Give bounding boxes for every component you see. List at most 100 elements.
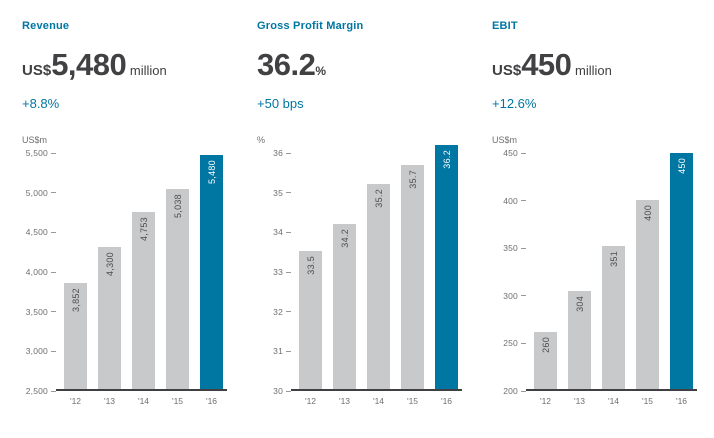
y-tick-label: 30 (273, 386, 283, 396)
bar-value-label: 5,038 (172, 194, 183, 219)
y-tick-label: 400 (503, 195, 518, 206)
x-axis-label: '13 (573, 396, 586, 406)
y-tick-mark (51, 311, 56, 313)
kpi-dashboard: Revenue US$5,480 million +8.8% US$m 5,50… (22, 20, 697, 406)
x-axis-label: '12 (304, 396, 317, 406)
y-tick-mark (521, 342, 526, 344)
y-tick-label: 2,500 (25, 386, 48, 396)
bar-13: 34.2 (333, 223, 356, 389)
bar-14: 35.2 (367, 184, 390, 389)
bar-14: 4,753 (132, 211, 155, 389)
bar-value-label: 304 (574, 295, 585, 312)
chart-title: Revenue (22, 20, 70, 32)
bar-value-label: 36.2 (441, 150, 452, 169)
y-tick-label: 450 (503, 148, 518, 158)
x-axis-label: '15 (406, 396, 419, 406)
y-tick-mark (286, 271, 291, 273)
stat-value: 5,480 (51, 47, 127, 82)
y-tick: 35 (273, 188, 291, 198)
y-tick-mark (286, 390, 291, 392)
bar-value-label: 35.2 (373, 189, 384, 209)
y-tick-label: 34 (273, 227, 283, 238)
y-tick: 350 (503, 243, 526, 253)
headline-stat: US$5,480 million (22, 48, 227, 88)
panel-revenue: Revenue US$5,480 million +8.8% US$m 5,50… (22, 20, 227, 406)
y-tick: 4,500 (26, 227, 56, 237)
bar-value-label: 351 (608, 251, 619, 268)
x-axis-label: '14 (372, 396, 385, 406)
x-axis-label: '15 (171, 396, 184, 406)
y-tick: 3,500 (26, 307, 56, 317)
y-tick-mark (521, 200, 526, 202)
bar-16: 5,480 (200, 154, 223, 389)
x-axis-label: '12 (539, 396, 552, 406)
y-tick-mark (286, 231, 291, 233)
y-tick-label: 250 (503, 338, 518, 349)
y-tick-label: 32 (273, 306, 283, 317)
axis-unit-label: % (257, 135, 266, 145)
delta-label: +12.6% (492, 96, 537, 111)
chart-title: EBIT (492, 20, 518, 32)
y-tick-mark (286, 152, 291, 154)
y-tick: 30 (273, 386, 291, 396)
bar-value-label: 4,753 (138, 216, 149, 241)
y-tick-mark (521, 247, 526, 249)
x-axis-label: '16 (675, 396, 688, 406)
x-axis-label: '12 (69, 396, 82, 406)
bar-16: 450 (670, 153, 693, 389)
stat-prefix: US$ (492, 62, 522, 79)
y-tick-label: 33 (273, 267, 283, 277)
y-tick: 3,000 (26, 346, 56, 356)
y-tick-label: 3,500 (25, 306, 48, 317)
y-axis: 5,500 5,000 4,500 4,000 3,500 3,000 2,500 (22, 148, 56, 396)
y-tick-mark (286, 311, 291, 313)
bar-12: 3,852 (64, 282, 87, 389)
headline-stat: 36.2% (257, 48, 462, 88)
y-tick-mark (51, 192, 56, 194)
x-axis-label: '15 (641, 396, 654, 406)
y-tick-mark (51, 390, 56, 392)
bar-value-label: 400 (642, 205, 653, 222)
bars-area: 3,852 4,300 4,753 5,038 5,480 (56, 153, 227, 391)
bar-value-label: 33.5 (305, 256, 316, 276)
y-tick-mark (521, 295, 526, 297)
x-axis-labels: '12 '13 '14 '15 '16 (22, 396, 227, 406)
y-tick: 36 (273, 148, 291, 158)
x-axis-label: '16 (205, 396, 218, 406)
panel-ebit: EBIT US$450 million +12.6% US$m 450 400 35… (492, 20, 697, 406)
x-axis-label: '16 (440, 396, 453, 406)
y-tick-label: 36 (273, 148, 283, 158)
y-axis: 450 400 350 300 250 200 (492, 148, 526, 396)
bar-12: 33.5 (299, 251, 322, 389)
y-tick-label: 200 (503, 386, 518, 396)
y-tick-mark (51, 152, 56, 154)
x-axis-labels: '12 '13 '14 '15 '16 (257, 396, 462, 406)
x-axis-label: '14 (607, 396, 620, 406)
y-tick-label: 5,000 (25, 187, 48, 198)
y-tick-mark (521, 152, 526, 154)
y-tick: 33 (273, 267, 291, 277)
y-tick-label: 35 (273, 187, 283, 198)
y-tick: 200 (503, 386, 526, 396)
y-axis: 36 35 34 33 32 31 30 (257, 148, 291, 396)
chart-title: Gross Profit Margin (257, 20, 364, 32)
bars-area: 33.5 34.2 35.2 35.7 36.2 (291, 145, 462, 391)
y-tick: 450 (503, 148, 526, 158)
stat-value: 36.2 (257, 47, 316, 82)
stat-suffix: million (126, 63, 167, 78)
y-tick: 31 (273, 346, 291, 356)
bar-value-label: 260 (540, 337, 551, 354)
y-tick: 32 (273, 307, 291, 317)
panel-gross-profit-margin: Gross Profit Margin 36.2% +50 bps % 36 35… (257, 20, 462, 406)
bar-16: 36.2 (435, 145, 458, 389)
bar-13: 304 (568, 290, 591, 389)
bars-area: 260 304 351 400 450 (526, 153, 697, 391)
y-tick: 5,000 (26, 188, 56, 198)
y-tick-mark (286, 192, 291, 194)
bar-12: 260 (534, 332, 557, 389)
bar-14: 351 (602, 246, 625, 389)
bar-value-label: 4,300 (104, 252, 115, 277)
bar-value-label: 3,852 (70, 287, 81, 312)
x-axis-label: '13 (103, 396, 116, 406)
stat-value: 450 (521, 47, 572, 82)
